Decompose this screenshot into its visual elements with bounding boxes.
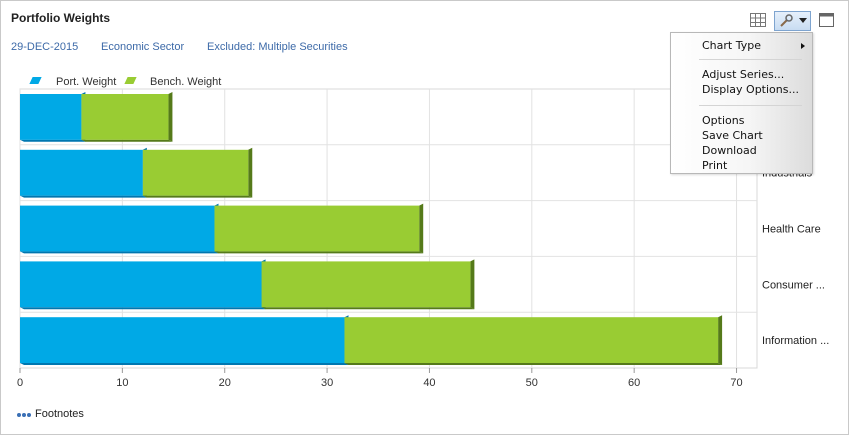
maximize-icon[interactable] bbox=[819, 13, 834, 27]
menu-chart-type[interactable]: Chart Type bbox=[702, 39, 761, 52]
submenu-arrow-icon bbox=[801, 43, 805, 49]
category-label: Information ... bbox=[762, 335, 829, 347]
menu-save-chart[interactable]: Save Chart bbox=[702, 129, 763, 142]
x-tick-label: 10 bbox=[116, 377, 128, 389]
bar-bottom-bench bbox=[81, 139, 173, 142]
category-label: Consumer ... bbox=[762, 279, 825, 291]
exclusion-link[interactable]: Excluded: Multiple Securities bbox=[207, 41, 348, 53]
x-tick-label: 20 bbox=[219, 377, 231, 389]
bar-bottom-port bbox=[20, 251, 219, 254]
grid-icon[interactable] bbox=[750, 13, 766, 27]
bar-bottom-port bbox=[20, 195, 147, 198]
chart-tools-button[interactable] bbox=[774, 11, 811, 31]
bar-port-weight bbox=[20, 261, 262, 308]
bar-port-weight bbox=[20, 94, 82, 140]
category-label: Health Care bbox=[762, 224, 821, 236]
bar-side-bench bbox=[168, 92, 173, 142]
menu-download[interactable]: Download bbox=[702, 144, 757, 157]
menu-adjust-series[interactable]: Adjust Series... bbox=[702, 68, 785, 81]
portfolio-weights-chart: 010203040506070IndustrialsHealth CareCon… bbox=[17, 88, 829, 389]
legend-port-label: Port. Weight bbox=[56, 76, 117, 88]
chevron-down-icon bbox=[799, 18, 807, 23]
bar-side-bench bbox=[718, 315, 723, 365]
bar-bottom-bench bbox=[344, 363, 723, 365]
menu-separator bbox=[699, 105, 802, 106]
bar-port-weight bbox=[20, 205, 215, 252]
x-tick-label: 30 bbox=[321, 377, 333, 389]
bar-bench-weight bbox=[142, 149, 249, 196]
bar-bench-weight bbox=[344, 317, 719, 363]
bar-bottom-port bbox=[20, 307, 266, 310]
grouping-link[interactable]: Economic Sector bbox=[101, 41, 185, 53]
bar-port-weight bbox=[20, 149, 143, 196]
x-tick-label: 70 bbox=[730, 377, 742, 389]
bar-bench-weight bbox=[81, 94, 169, 140]
menu-print[interactable]: Print bbox=[702, 159, 728, 172]
menu-display-options[interactable]: Display Options... bbox=[702, 83, 799, 96]
bar-bench-weight bbox=[214, 205, 420, 252]
menu-separator bbox=[699, 59, 802, 60]
bar-bottom-port bbox=[20, 363, 349, 365]
bar-bottom-bench bbox=[214, 251, 424, 254]
x-tick-label: 0 bbox=[17, 377, 23, 389]
bar-bottom-bench bbox=[142, 195, 253, 198]
chart-menu: Chart Type Adjust Series... Display Opti… bbox=[670, 32, 813, 174]
footnotes-link[interactable]: Footnotes bbox=[17, 408, 84, 420]
x-tick-label: 50 bbox=[526, 377, 538, 389]
bar-bench-weight bbox=[261, 261, 471, 308]
footnotes-label: Footnotes bbox=[35, 408, 84, 420]
bar-side-bench bbox=[470, 259, 475, 310]
x-tick-label: 40 bbox=[423, 377, 435, 389]
bar-port-weight bbox=[20, 317, 345, 363]
date-link[interactable]: 29-DEC-2015 bbox=[11, 41, 79, 53]
menu-options[interactable]: Options bbox=[702, 114, 745, 127]
dots-icon bbox=[17, 408, 32, 420]
bar-bottom-port bbox=[20, 139, 86, 142]
x-tick-label: 60 bbox=[628, 377, 640, 389]
panel-title: Portfolio Weights bbox=[11, 11, 111, 25]
legend-bench-label: Bench. Weight bbox=[150, 76, 222, 88]
bar-bottom-bench bbox=[261, 307, 475, 310]
bar-side-bench bbox=[248, 147, 253, 198]
wrench-icon bbox=[780, 14, 793, 27]
bar-side-bench bbox=[419, 203, 424, 254]
